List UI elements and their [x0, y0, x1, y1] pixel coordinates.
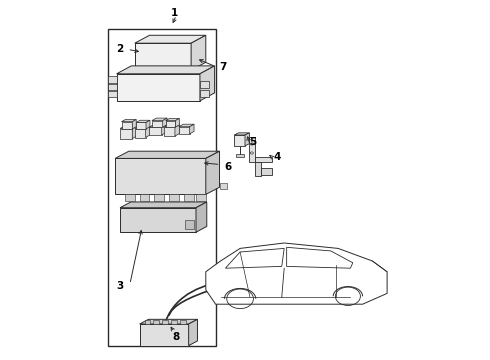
Polygon shape: [164, 125, 179, 127]
Text: 3: 3: [117, 281, 123, 291]
Polygon shape: [225, 248, 284, 268]
Polygon shape: [162, 320, 168, 324]
Polygon shape: [206, 243, 387, 304]
Circle shape: [250, 143, 253, 145]
Polygon shape: [164, 127, 175, 136]
Polygon shape: [149, 124, 167, 127]
Polygon shape: [171, 320, 177, 324]
Polygon shape: [115, 151, 220, 158]
Circle shape: [250, 152, 253, 154]
Polygon shape: [120, 126, 137, 129]
Text: 4: 4: [273, 152, 281, 162]
Polygon shape: [154, 194, 164, 201]
Polygon shape: [136, 120, 150, 122]
Polygon shape: [152, 121, 163, 127]
Polygon shape: [120, 129, 132, 139]
Polygon shape: [140, 319, 197, 324]
Polygon shape: [169, 194, 179, 201]
Polygon shape: [184, 194, 194, 201]
Polygon shape: [120, 202, 207, 208]
Polygon shape: [206, 151, 220, 194]
Text: 5: 5: [249, 137, 256, 147]
Polygon shape: [146, 126, 150, 138]
Polygon shape: [190, 124, 194, 134]
Polygon shape: [135, 35, 206, 43]
Polygon shape: [115, 158, 206, 194]
Polygon shape: [234, 135, 245, 146]
Text: 6: 6: [224, 162, 231, 172]
Polygon shape: [108, 91, 117, 97]
Polygon shape: [175, 125, 179, 136]
Polygon shape: [132, 120, 136, 129]
Polygon shape: [234, 133, 249, 135]
Polygon shape: [220, 183, 227, 189]
Polygon shape: [255, 157, 272, 162]
Polygon shape: [196, 194, 206, 201]
Polygon shape: [175, 118, 179, 127]
Polygon shape: [120, 208, 196, 232]
Polygon shape: [108, 84, 117, 90]
Polygon shape: [200, 66, 215, 101]
Polygon shape: [189, 319, 197, 346]
Polygon shape: [166, 118, 179, 121]
Polygon shape: [135, 129, 146, 138]
Text: 7: 7: [219, 62, 227, 72]
Polygon shape: [255, 162, 261, 176]
Polygon shape: [117, 74, 200, 101]
Polygon shape: [122, 120, 136, 122]
Polygon shape: [200, 81, 209, 88]
Polygon shape: [152, 118, 167, 121]
Polygon shape: [179, 124, 194, 127]
Polygon shape: [145, 320, 150, 324]
Polygon shape: [149, 127, 162, 135]
Polygon shape: [122, 122, 132, 129]
Bar: [108, 29, 216, 346]
Polygon shape: [140, 324, 189, 346]
Polygon shape: [108, 76, 117, 83]
Polygon shape: [179, 127, 190, 134]
Polygon shape: [200, 90, 209, 97]
Polygon shape: [135, 126, 150, 129]
Polygon shape: [196, 202, 207, 232]
Polygon shape: [153, 320, 159, 324]
Polygon shape: [166, 121, 175, 127]
Polygon shape: [117, 66, 215, 74]
Polygon shape: [146, 120, 150, 129]
Text: 2: 2: [117, 44, 123, 54]
Polygon shape: [249, 137, 255, 162]
Polygon shape: [162, 124, 167, 135]
Polygon shape: [287, 247, 353, 268]
Text: 8: 8: [173, 332, 180, 342]
Polygon shape: [191, 35, 206, 70]
Polygon shape: [136, 122, 146, 129]
Polygon shape: [236, 154, 244, 157]
Polygon shape: [245, 133, 249, 146]
Polygon shape: [163, 118, 167, 127]
Polygon shape: [261, 168, 272, 175]
Polygon shape: [132, 126, 137, 139]
Polygon shape: [135, 43, 191, 70]
Polygon shape: [140, 194, 149, 201]
Text: 1: 1: [171, 8, 177, 18]
Polygon shape: [180, 320, 186, 324]
Polygon shape: [185, 220, 194, 229]
Polygon shape: [125, 194, 135, 201]
